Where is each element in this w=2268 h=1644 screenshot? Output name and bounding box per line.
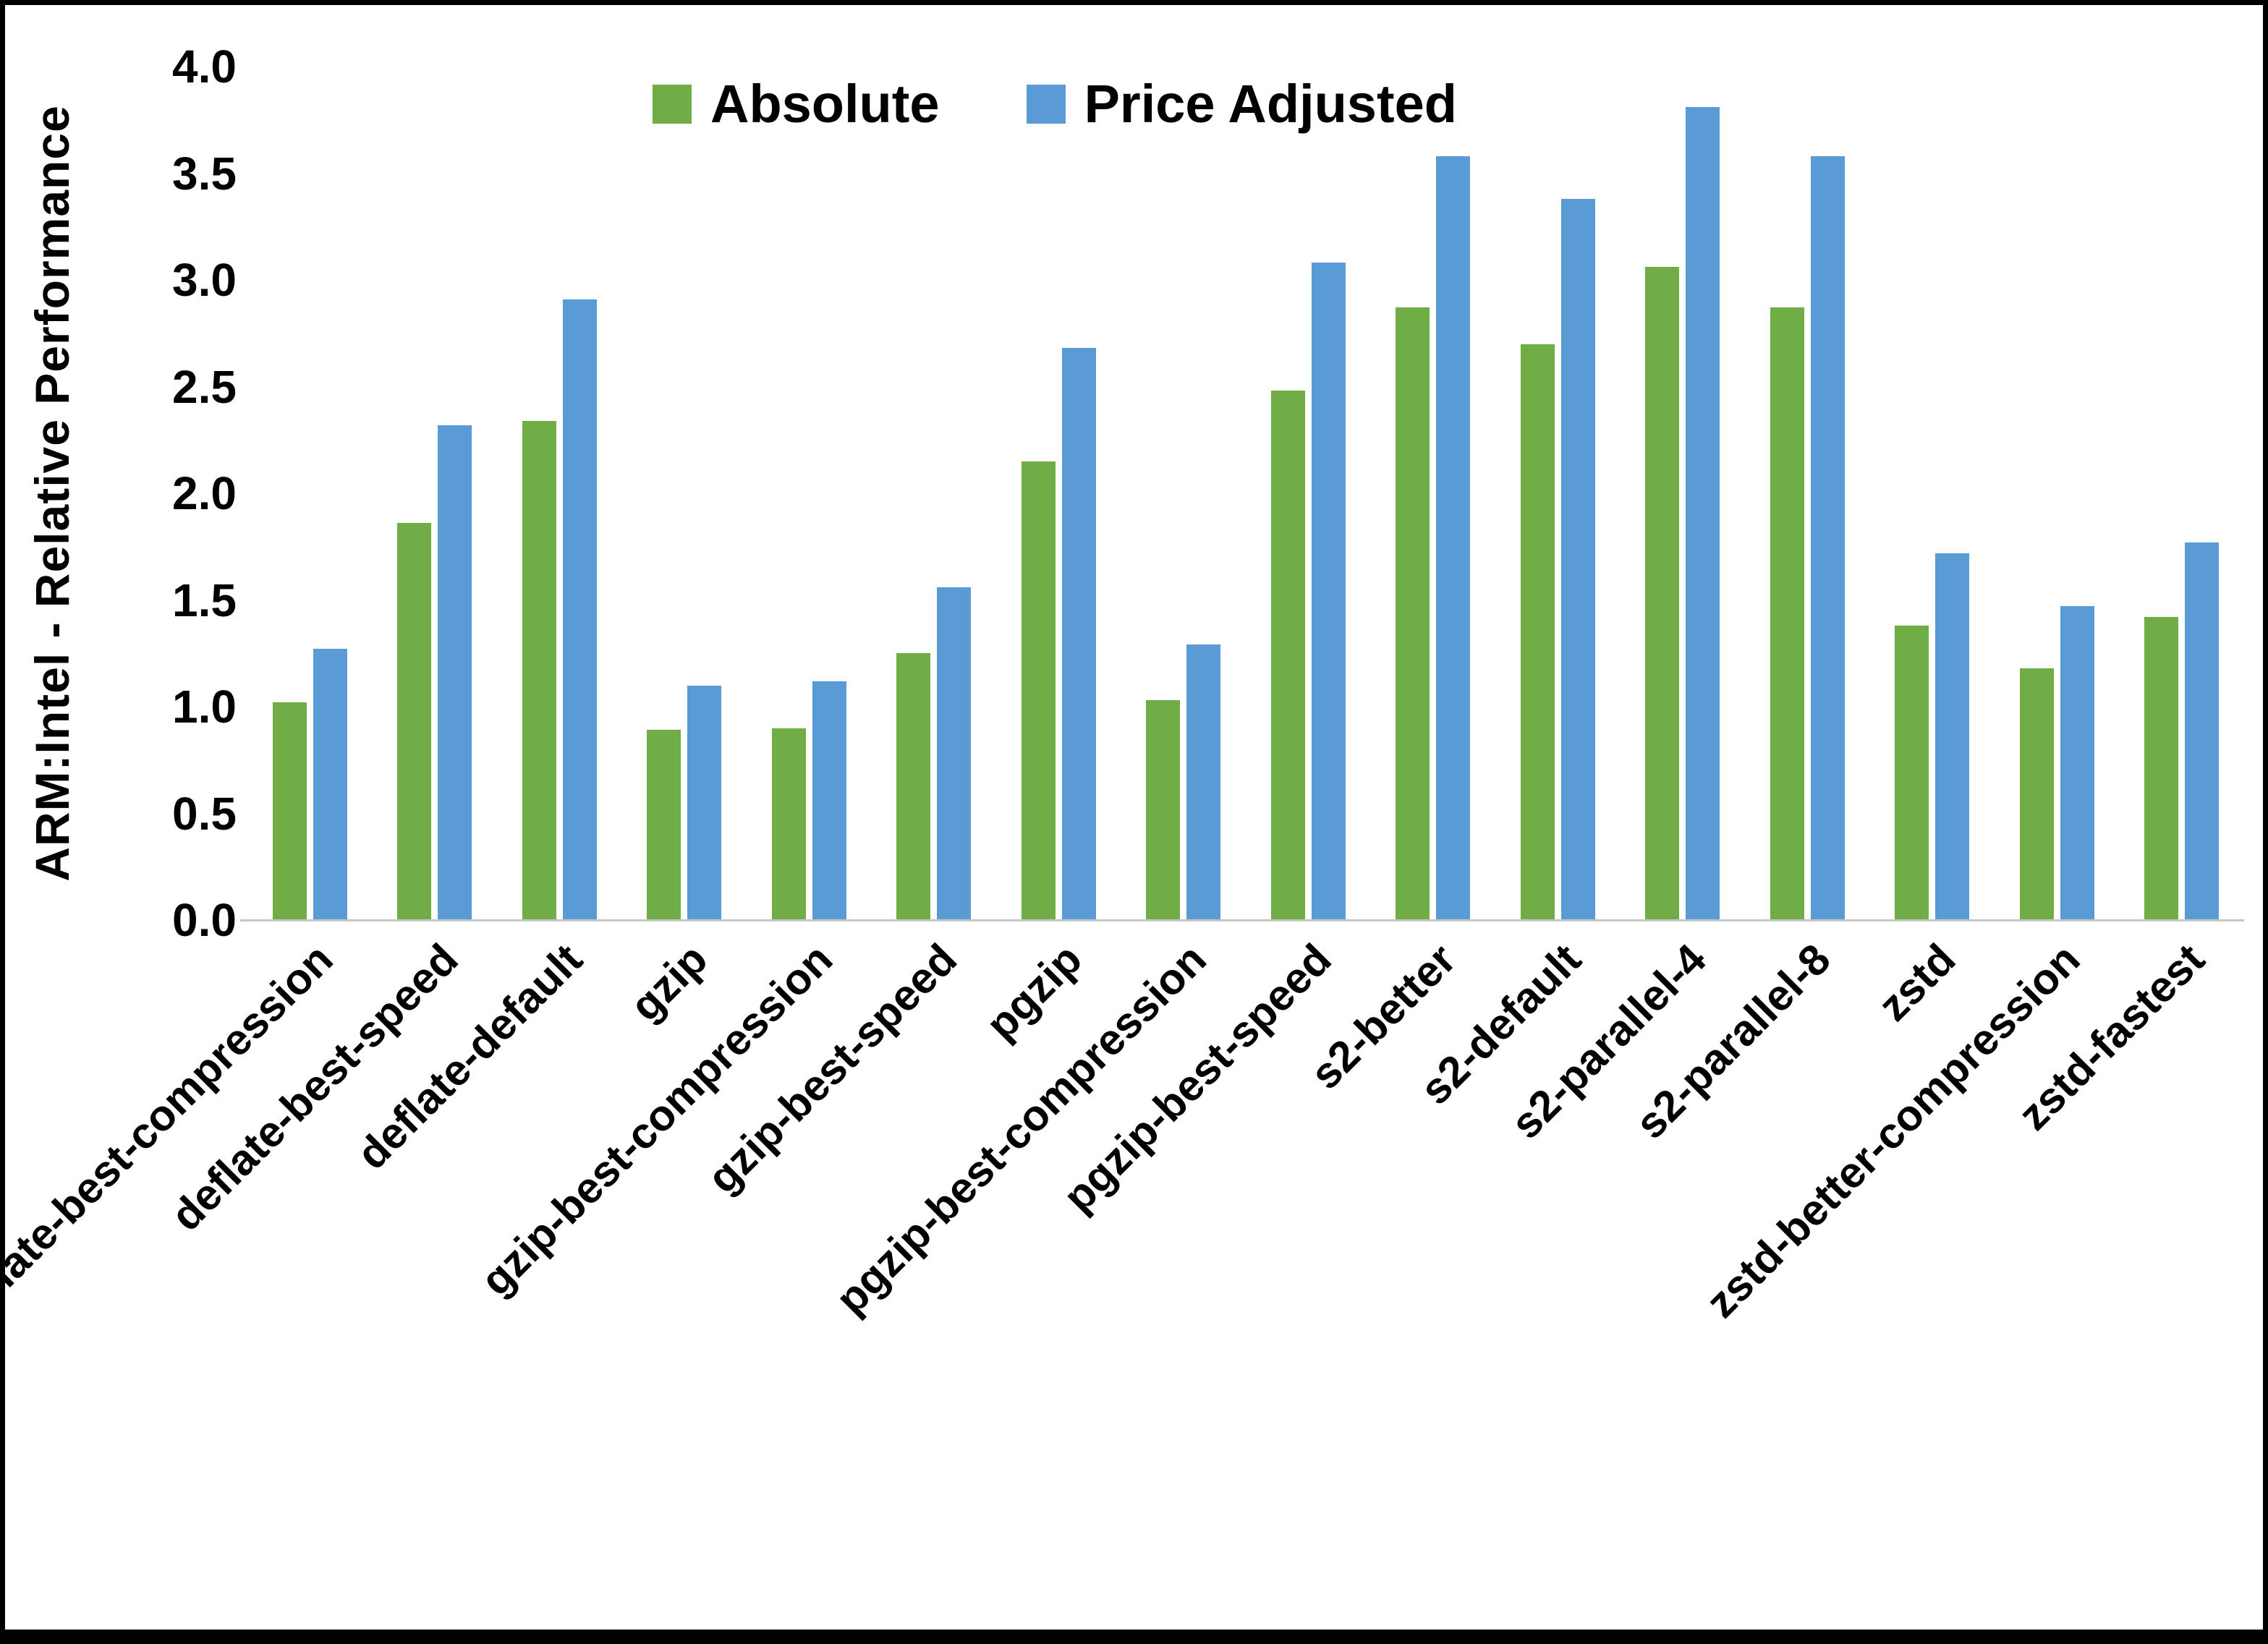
bar-group [1995, 67, 2120, 920]
bar-absolute [2144, 617, 2179, 920]
x-axis-label: pgzip [976, 934, 1091, 1049]
bar-absolute [1396, 307, 1430, 920]
y-axis-title-wrap: ARM:Intel - Relative Performance [12, 48, 92, 938]
bar-absolute [1146, 700, 1181, 920]
bar-absolute [1021, 461, 1056, 920]
bar-groups [247, 67, 2244, 920]
x-axis-label: zstd [1869, 934, 1965, 1031]
bar-absolute [1770, 307, 1804, 920]
bar-absolute [272, 702, 307, 920]
y-tick-label: 1.0 [172, 681, 237, 733]
bar-group [2120, 67, 2245, 920]
bar-price-adjusted [812, 681, 846, 920]
bar-price-adjusted [937, 587, 972, 920]
bar-price-adjusted [2060, 606, 2094, 920]
bar-absolute [647, 730, 681, 920]
bar-absolute [1270, 391, 1305, 920]
bar-group [1121, 67, 1246, 920]
bar-group [622, 67, 747, 920]
bar-group [747, 67, 872, 920]
y-tick-label: 3.5 [172, 147, 237, 200]
legend-item-price-adjusted: Price Adjusted [1026, 74, 1457, 134]
bar-group [996, 67, 1121, 920]
bar-price-adjusted [1186, 644, 1221, 920]
bar-price-adjusted [438, 425, 472, 920]
y-tick-label: 0.5 [172, 787, 237, 840]
bar-price-adjusted [1686, 107, 1720, 920]
bar-price-adjusted [313, 649, 347, 920]
bar-price-adjusted [1560, 198, 1595, 920]
bar-price-adjusted [687, 685, 722, 920]
bar-group [373, 67, 498, 920]
y-tick-label: 2.5 [172, 360, 237, 413]
x-axis-labels: deflate-best-compression deflate-best-spe… [5, 934, 2244, 1630]
x-axis-label: gzip [621, 934, 717, 1031]
bar-absolute [397, 523, 432, 920]
bar-absolute [522, 420, 556, 920]
bar-group [1371, 67, 1496, 920]
legend-swatch-price-adjusted [1026, 85, 1066, 124]
bar-group [1495, 67, 1621, 920]
y-tick-label: 2.0 [172, 467, 237, 519]
y-tick-label: 3.0 [172, 254, 237, 306]
bar-group [247, 67, 373, 920]
bar-absolute [1520, 344, 1555, 920]
y-tick-label: 0.0 [172, 894, 237, 946]
bar-group [1246, 67, 1371, 920]
legend-label-absolute: Absolute [710, 74, 940, 134]
plot-area: Absolute Price Adjusted [240, 67, 2244, 921]
bar-group [497, 67, 622, 920]
bar-price-adjusted [1436, 156, 1471, 920]
bar-absolute [1895, 625, 1929, 920]
bar-price-adjusted [1810, 156, 1845, 920]
x-axis-line [240, 919, 2244, 921]
x-axis-label: deflate-default [347, 934, 592, 1179]
legend-item-absolute: Absolute [653, 77, 940, 131]
legend-swatch-absolute [653, 85, 692, 124]
bar-absolute [2019, 668, 2054, 920]
y-ticks: 0.0 0.5 1.0 1.5 2.0 2.5 3.0 3.5 4.0 [143, 43, 237, 943]
legend-label-price-adjusted: Price Adjusted [1084, 74, 1457, 134]
bar-price-adjusted [2185, 542, 2220, 920]
bar-absolute [771, 728, 806, 920]
bar-price-adjusted [1311, 263, 1346, 920]
y-tick-label: 4.0 [172, 41, 237, 93]
y-tick-label: 1.5 [172, 574, 237, 626]
bar-price-adjusted [562, 299, 597, 920]
y-axis-title: ARM:Intel - Relative Performance [25, 105, 80, 882]
bar-price-adjusted [1061, 348, 1096, 920]
bar-group [1621, 67, 1746, 920]
bar-absolute [1645, 267, 1680, 920]
bar-group [1870, 67, 1995, 920]
bar-absolute [896, 653, 931, 920]
bar-price-adjusted [1935, 553, 1970, 920]
bar-group [872, 67, 997, 920]
bar-group [1745, 67, 1870, 920]
legend: Absolute Price Adjusted [653, 77, 1457, 131]
